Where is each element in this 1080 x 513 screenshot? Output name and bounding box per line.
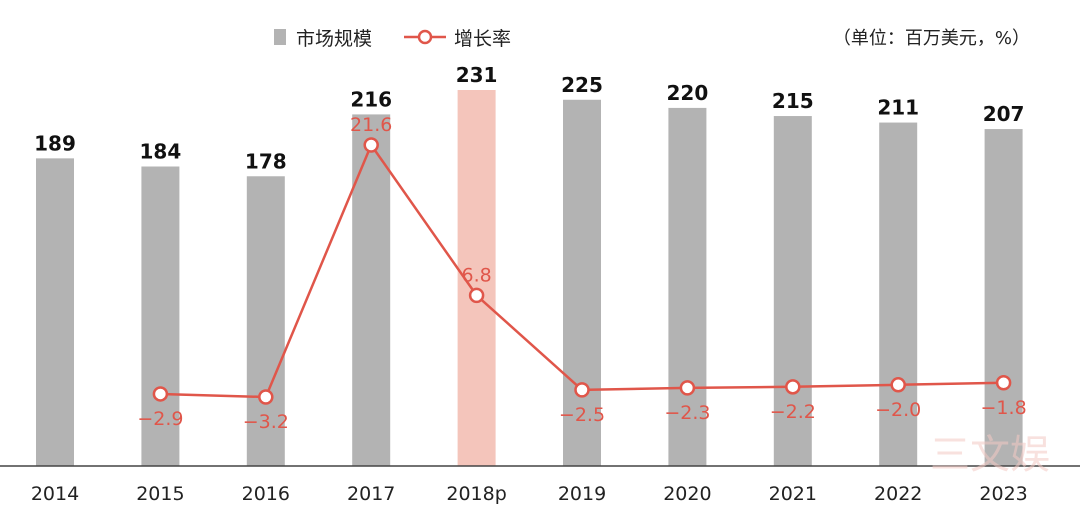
growth-value-label-2019: −2.5 xyxy=(559,404,605,426)
bar-value-label-2022: 211 xyxy=(877,96,919,120)
growth-value-label-2015: −2.9 xyxy=(137,408,183,430)
x-tick-label-2023: 2023 xyxy=(979,483,1027,505)
growth-value-label-2022: −2.0 xyxy=(875,399,921,421)
growth-value-label-2017: 21.6 xyxy=(350,114,392,136)
bar-value-label-2016: 178 xyxy=(245,149,287,173)
growth-marker-2016 xyxy=(258,389,274,405)
growth-marker-2020 xyxy=(679,380,696,396)
legend-label-line: 增长率 xyxy=(454,28,511,50)
bar-2019 xyxy=(563,99,601,466)
bar-value-label-2020: 220 xyxy=(667,81,709,105)
growth-marker-2019 xyxy=(574,382,590,398)
bar-value-label-2015: 184 xyxy=(140,140,182,164)
bars-layer: 189 184 178 216 231 225 220 215 211 207 xyxy=(34,63,1025,467)
growth-marker-2017 xyxy=(363,137,379,153)
x-tick-label-2018p: 2018p xyxy=(446,483,506,505)
growth-value-label-2023: −1.8 xyxy=(981,397,1027,419)
x-axis-ticks: 2014 2015 2016 2017 2018p 2019 2020 2021 2022 202… xyxy=(31,483,1028,505)
bar-2017 xyxy=(352,114,391,466)
growth-value-label-2021: −2.2 xyxy=(770,401,816,423)
growth-marker-2022 xyxy=(890,377,906,393)
growth-marker-2023 xyxy=(995,375,1012,391)
x-tick-label-2015: 2015 xyxy=(136,483,184,505)
growth-marker-2015 xyxy=(152,386,169,402)
bar-value-label-2018p: 231 xyxy=(456,63,498,87)
growth-value-label-2020: −2.3 xyxy=(664,402,710,424)
bar-2023 xyxy=(984,129,1023,466)
watermark-text: 三文娱 xyxy=(930,432,1050,478)
bar-2014 xyxy=(36,158,74,466)
growth-marker-2018p xyxy=(468,287,485,304)
bar-2020 xyxy=(668,107,707,467)
bar-value-label-2017: 216 xyxy=(350,87,392,111)
growth-marker-2021 xyxy=(785,379,801,395)
unit-note: （单位：百万美元，%） xyxy=(833,28,1030,49)
legend-label-bar: 市场规模 xyxy=(296,28,372,50)
x-tick-label-2014: 2014 xyxy=(31,483,79,505)
legend-swatch-bar xyxy=(274,29,286,45)
bar-2021 xyxy=(773,116,812,467)
x-tick-label-2022: 2022 xyxy=(874,483,922,505)
growth-rate-line-layer: −2.9 −3.2 21.6 6.8 −2.5 −2.3 −2.2 −2.0 −1.8 xyxy=(137,114,1026,433)
x-tick-label-2016: 2016 xyxy=(242,483,290,505)
bar-2022 xyxy=(879,122,918,467)
growth-value-label-2018p: 6.8 xyxy=(461,264,491,286)
bar-value-label-2021: 215 xyxy=(772,89,814,113)
bar-value-label-2014: 189 xyxy=(34,131,76,155)
x-tick-label-2021: 2021 xyxy=(769,483,817,505)
bar-value-label-2019: 225 xyxy=(561,73,603,97)
growth-value-label-2016: −3.2 xyxy=(243,411,289,433)
bar-2016 xyxy=(246,176,285,466)
x-tick-label-2019: 2019 xyxy=(558,483,606,505)
x-tick-label-2017: 2017 xyxy=(347,483,395,505)
legend-swatch-marker xyxy=(417,29,433,45)
bar-value-label-2023: 207 xyxy=(983,102,1025,126)
x-tick-label-2020: 2020 xyxy=(663,483,711,505)
legend: 市场规模 增长率 xyxy=(274,28,511,50)
bar-2015 xyxy=(141,166,180,466)
